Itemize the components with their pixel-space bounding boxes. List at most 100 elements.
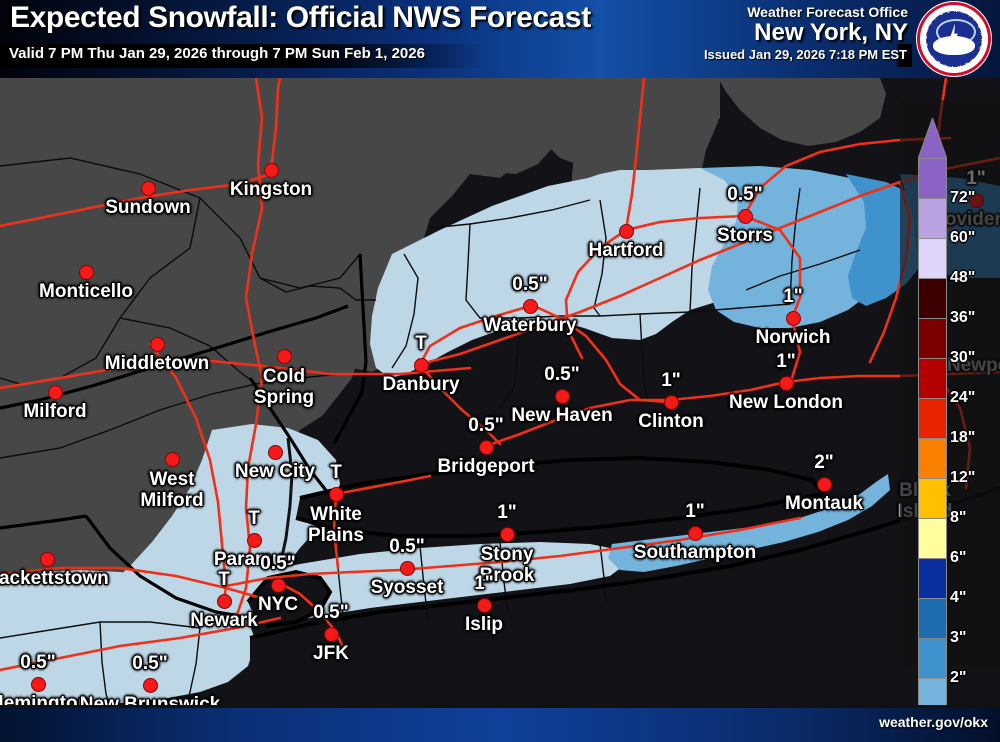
city-name-label: Waterbury [483,315,577,336]
city-dot-icon [48,385,62,399]
city-dot-icon [555,389,569,403]
city-dot-icon [400,561,414,575]
snowfall-amount-label: 0.5" [389,536,425,557]
city-name-label: Flemington [0,693,90,706]
legend-band-60in [918,198,947,238]
snowfall-amount-label: 0.5" [544,364,580,385]
legend-tick-4in: 4" [950,589,967,606]
page-title: Expected Snowfall: Official NWS Forecast [10,1,591,34]
city-name-label: Islip [464,614,504,635]
legend-band-3in [918,598,947,638]
legend-band-18in [918,398,947,438]
city-dot-icon [143,678,157,692]
legend-band-4in [918,558,947,598]
snowfall-legend: 72"60"48"36"30"24"18"12"8"6"4"3"2"1"0.1" [900,100,1000,742]
snowfall-amount-label: 0.5" [20,652,56,673]
legend-band-6in [918,518,947,558]
legend-band-24in [918,358,947,398]
issued-timestamp: Issued Jan 29, 2026 7:18 PM EST [703,47,907,62]
legend-tick-30in: 30" [950,349,976,366]
city-dot-icon [324,627,338,641]
legend-band-36in [918,278,947,318]
snowfall-amount-label: 1" [783,286,803,307]
city-name-label: White Plains [308,504,364,546]
city-dot-icon [664,395,678,409]
snowfall-amount-label: 0.5" [512,274,548,295]
city-name-label: Monticello [39,281,133,302]
snowfall-amount-label: 0.5" [468,415,504,436]
city-dot-icon [31,677,45,691]
city-name-label: Norwich [755,327,831,348]
legend-colorbar[interactable] [918,158,947,742]
legend-band-72in [918,158,947,198]
header-banner: Expected Snowfall: Official NWS Forecast… [0,0,1000,78]
city-dot-icon [40,552,54,566]
snowfall-amount-label: 1" [776,351,796,372]
forecast-map[interactable]: Sundown Kingston Monticello Middletown Cold S… [0,78,1000,705]
city-dot-icon [688,526,702,540]
snowfall-amount-label: 1" [661,370,681,391]
city-dot-icon [150,337,164,351]
legend-tick-8in: 8" [950,509,967,526]
footer-url: weather.gov/okx [879,714,988,730]
city-name-label: Syosset [370,577,444,598]
legend-band-2in [918,638,947,678]
city-name-label: Clinton [638,411,704,432]
legend-arrow-cap [918,118,947,159]
county-borders [0,157,861,705]
city-dot-icon [414,358,428,372]
city-name-label: JFK [313,643,349,664]
snowfall-amount-label: T [330,462,342,483]
city-dot-icon [79,265,93,279]
city-dot-icon [779,376,793,390]
office-label: Weather Forecast Office [747,4,908,20]
city-dot-icon [477,598,491,612]
city-dot-icon [817,477,831,491]
city-name-label: Cold Spring [253,366,315,408]
band-0p1in-li [244,542,626,624]
snowfall-amount-label: 1" [474,573,494,594]
city-dot-icon [500,527,514,541]
city-dot-icon [217,594,231,608]
river-hudson [278,437,294,567]
snowfall-amount-label: T [248,508,260,529]
snowfall-amount-label: 2" [814,452,834,473]
snowfall-amount-label: 1" [685,501,705,522]
city-dot-icon [479,440,493,454]
legend-band-8in [918,478,947,518]
city-dot-icon [738,209,752,223]
snowfall-amount-label: 0.5" [132,653,168,674]
city-name-label: Kingston [229,179,313,200]
region-no-snow-upper-center [404,78,566,174]
city-dot-icon [247,533,261,547]
region-no-snow-west [0,78,552,648]
city-name-label: Newark [190,610,258,631]
city-name-label: Sundown [105,197,191,218]
snowfall-amount-label: 0.5" [260,553,296,574]
snowfall-amount-label: T [415,333,427,354]
state-borders [0,253,368,620]
city-name-label: Montauk [784,493,864,514]
city-dot-icon [165,452,179,466]
city-name-label: Bridgeport [437,456,535,477]
city-dot-icon [141,181,155,195]
coastline [246,455,1000,640]
legend-tick-3in: 3" [950,629,967,646]
city-name-label: Southampton [633,542,757,563]
valid-period-text: Valid 7 PM Thu Jan 29, 2026 through 7 PM… [9,45,425,62]
city-name-label: Storrs [717,225,773,246]
city-dot-icon [786,311,800,325]
issued-backdrop [896,44,912,67]
city-name-label: NYC [257,594,299,615]
footer-bar: weather.gov/okx [0,705,1000,742]
region-no-snow-ne [718,78,886,146]
snowfall-amount-label: 0.5" [313,602,349,623]
legend-tick-48in: 48" [950,269,976,286]
water-ny-harbor [248,572,330,626]
band-0p1in-ct-main [370,168,800,378]
legend-band-48in [918,238,947,278]
snowfall-amount-label: 1" [497,502,517,523]
snowfall-amount-label: 0.5" [727,184,763,205]
